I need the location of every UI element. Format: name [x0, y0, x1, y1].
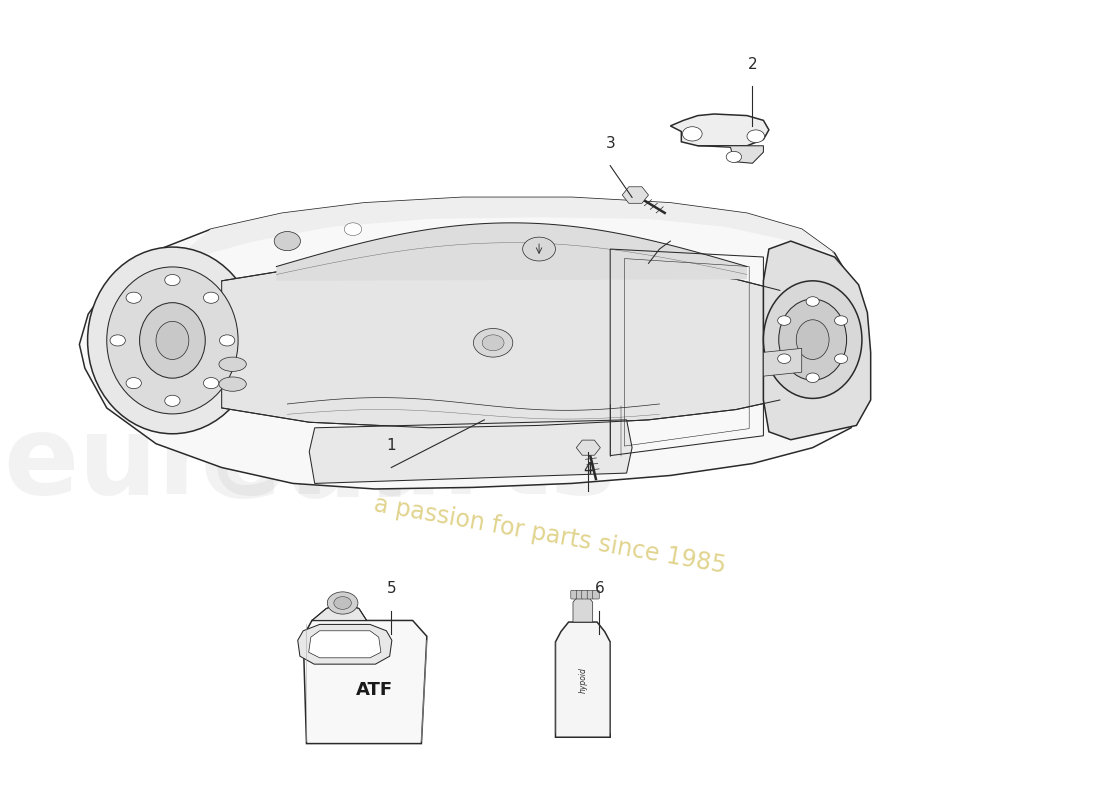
- Ellipse shape: [140, 302, 206, 378]
- Circle shape: [110, 335, 125, 346]
- Circle shape: [778, 316, 791, 326]
- Polygon shape: [222, 261, 780, 428]
- Circle shape: [165, 395, 180, 406]
- Ellipse shape: [796, 320, 829, 359]
- Circle shape: [835, 354, 848, 363]
- Circle shape: [482, 335, 504, 350]
- Polygon shape: [276, 223, 747, 281]
- Text: 1: 1: [386, 438, 396, 454]
- Text: hypoid: hypoid: [579, 666, 587, 693]
- Text: 5: 5: [386, 582, 396, 596]
- Circle shape: [747, 130, 764, 142]
- Polygon shape: [573, 598, 593, 622]
- Text: 2: 2: [748, 57, 757, 72]
- Polygon shape: [298, 625, 392, 664]
- Polygon shape: [312, 605, 366, 621]
- Polygon shape: [763, 348, 802, 376]
- Text: eur: eur: [200, 405, 430, 522]
- Circle shape: [522, 237, 556, 261]
- Text: euroParts: euroParts: [3, 410, 616, 517]
- Text: 3: 3: [605, 136, 615, 151]
- Polygon shape: [79, 198, 868, 489]
- Circle shape: [165, 274, 180, 286]
- Circle shape: [806, 373, 820, 382]
- Circle shape: [126, 292, 142, 303]
- Circle shape: [682, 126, 702, 141]
- Circle shape: [333, 597, 351, 610]
- Ellipse shape: [219, 357, 246, 371]
- Circle shape: [220, 335, 234, 346]
- Text: 6: 6: [594, 582, 604, 596]
- Circle shape: [328, 592, 358, 614]
- Ellipse shape: [88, 247, 257, 434]
- Ellipse shape: [779, 299, 847, 380]
- Polygon shape: [670, 114, 769, 146]
- Text: a passion for parts since 1985: a passion for parts since 1985: [372, 492, 728, 578]
- Polygon shape: [304, 621, 427, 743]
- Circle shape: [204, 378, 219, 389]
- Ellipse shape: [219, 377, 246, 391]
- Polygon shape: [763, 241, 871, 440]
- Circle shape: [204, 292, 219, 303]
- Polygon shape: [309, 630, 381, 658]
- Polygon shape: [309, 420, 632, 483]
- Circle shape: [126, 378, 142, 389]
- Circle shape: [806, 297, 820, 306]
- Circle shape: [473, 329, 513, 357]
- FancyBboxPatch shape: [571, 590, 578, 599]
- Circle shape: [726, 151, 741, 162]
- Polygon shape: [178, 198, 835, 265]
- Polygon shape: [697, 146, 763, 163]
- FancyBboxPatch shape: [593, 590, 600, 599]
- Circle shape: [274, 231, 300, 250]
- Polygon shape: [556, 622, 610, 738]
- Circle shape: [835, 316, 848, 326]
- FancyBboxPatch shape: [587, 590, 594, 599]
- Text: 4: 4: [583, 462, 593, 477]
- Circle shape: [778, 354, 791, 363]
- Text: ATF: ATF: [356, 681, 394, 699]
- FancyBboxPatch shape: [576, 590, 583, 599]
- Ellipse shape: [763, 281, 862, 398]
- Ellipse shape: [156, 322, 189, 359]
- FancyBboxPatch shape: [582, 590, 588, 599]
- Ellipse shape: [107, 267, 238, 414]
- Circle shape: [344, 223, 362, 235]
